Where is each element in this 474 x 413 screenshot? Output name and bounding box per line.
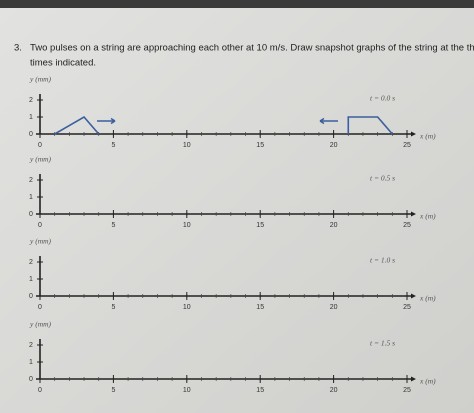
- x-axis-label: x (m): [419, 212, 436, 221]
- x-tick-label: 25: [403, 142, 411, 149]
- y-tick-label: 0: [29, 131, 33, 138]
- x-tick-label: 25: [403, 387, 411, 394]
- x-axis-label: x (m): [419, 377, 436, 386]
- x-tick-label: 25: [403, 222, 411, 229]
- x-axis-arrow: [411, 376, 416, 382]
- x-tick-label: 20: [330, 142, 338, 149]
- y-tick-label: 0: [29, 376, 33, 383]
- question-text: Two pulses on a string are approaching e…: [30, 43, 474, 54]
- x-tick-label: 0: [38, 387, 42, 394]
- x-tick-label: 5: [111, 304, 115, 311]
- x-tick-label: 15: [256, 304, 264, 311]
- y-tick-label: 2: [29, 259, 33, 266]
- y-tick-label: 1: [29, 276, 33, 283]
- question-text: times indicated.: [30, 58, 96, 69]
- time-label: t = 0.0 s: [370, 94, 395, 103]
- y-tick-label: 1: [29, 194, 33, 201]
- y-tick-label: 2: [29, 177, 33, 184]
- y-tick-label: 1: [29, 359, 33, 366]
- x-tick-label: 15: [256, 222, 264, 229]
- time-label: t = 1.0 s: [370, 256, 395, 265]
- y-axis-label: y (mm): [29, 320, 52, 329]
- x-tick-label: 15: [256, 142, 264, 149]
- y-axis-label: y (mm): [29, 237, 52, 246]
- x-axis-arrow: [411, 131, 416, 137]
- direction-arrow: [97, 117, 116, 125]
- graph: y (mm) t = 0.0 s x (m) 0 5 10 15 20 25 0 1 2: [29, 75, 436, 149]
- x-axis-arrow: [411, 211, 416, 217]
- y-tick-label: 1: [29, 114, 33, 121]
- time-label: t = 1.5 s: [370, 339, 395, 348]
- graph: y (mm) t = 1.5 s x (m) 0 5 10 15 20 25 0 1 2: [29, 320, 436, 394]
- x-tick-label: 20: [330, 304, 338, 311]
- y-tick-label: 2: [29, 342, 33, 349]
- x-tick-label: 5: [111, 222, 115, 229]
- pulse: [54, 115, 100, 135]
- question-number: 3.: [14, 43, 22, 54]
- graph: y (mm) t = 0.5 s x (m) 0 5 10 15 20 25 0 1 2: [29, 155, 436, 229]
- time-label: t = 0.5 s: [370, 174, 395, 183]
- top-band: [0, 0, 474, 8]
- x-tick-label: 0: [38, 142, 42, 149]
- x-tick-label: 0: [38, 304, 42, 311]
- y-tick-label: 2: [29, 97, 33, 104]
- graph: y (mm) t = 1.0 s x (m) 0 5 10 15 20 25 0 1 2: [29, 237, 436, 311]
- pulse: [347, 116, 393, 135]
- y-tick-label: 0: [29, 211, 33, 218]
- y-tick-label: 0: [29, 293, 33, 300]
- x-tick-label: 15: [256, 387, 264, 394]
- x-tick-label: 10: [183, 222, 191, 229]
- x-axis-label: x (m): [419, 132, 436, 141]
- x-tick-label: 20: [330, 387, 338, 394]
- x-tick-label: 10: [183, 304, 191, 311]
- x-tick-label: 5: [111, 142, 115, 149]
- x-tick-label: 10: [183, 387, 191, 394]
- x-tick-label: 5: [111, 387, 115, 394]
- x-tick-label: 20: [330, 222, 338, 229]
- x-tick-label: 0: [38, 222, 42, 229]
- y-axis-label: y (mm): [29, 75, 52, 84]
- x-axis-arrow: [411, 293, 416, 299]
- x-tick-label: 25: [403, 304, 411, 311]
- x-axis-label: x (m): [419, 294, 436, 303]
- x-tick-label: 10: [183, 142, 191, 149]
- y-axis-label: y (mm): [29, 155, 52, 164]
- direction-arrow: [319, 117, 338, 125]
